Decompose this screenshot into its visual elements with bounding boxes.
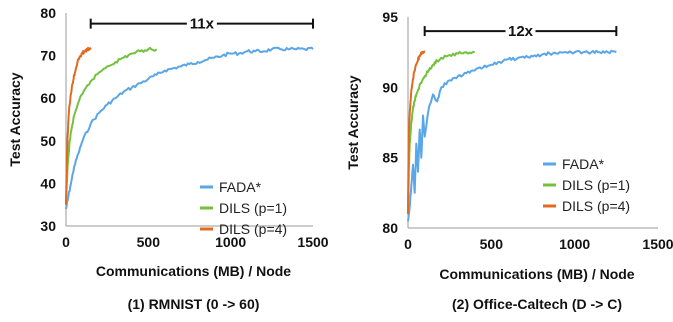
series-line-dils-p-4 [407,50,426,214]
y-tick-label: 30 [40,218,56,234]
annotation-label: 12x [508,23,534,40]
y-axis-label: Test Accuracy [7,72,23,166]
series-line-dils-p-4 [65,46,92,205]
legend-label: DILS (p=1) [562,177,630,193]
x-axis-label: Communications (MB) / Node [96,263,291,279]
x-tick-label: 1000 [559,236,590,252]
x-tick-label: 1500 [642,236,673,252]
legend-label: DILS (p=1) [219,200,287,216]
legend-label: FADA* [562,156,605,172]
x-tick-label: 1000 [215,234,246,250]
series-line-fada [65,46,314,210]
y-tick-label: 80 [382,220,398,236]
legend-label: DILS (p=4) [219,221,287,237]
series-line-fada [407,49,617,222]
chart-caption: (1) RMNIST (0 -> 60) [128,296,260,312]
x-axis-label: Communications (MB) / Node [439,266,634,282]
chart-caption: (2) Office-Caltech (D -> C) [452,296,622,312]
y-tick-label: 40 [40,175,56,191]
y-tick-label: 50 [40,133,56,149]
x-tick-label: 1500 [297,234,328,250]
chart-panel-2: 80 85 90 95 0 500 1000 1500 Test Accuracy Communi… [345,9,673,312]
chart-panel-1: 30 40 50 60 70 80 0 500 1000 1500 Test Accuracy Com… [7,5,329,312]
y-tick-label: 85 [382,150,398,166]
x-tick-label: 0 [62,234,70,250]
x-tick-label: 500 [137,234,161,250]
y-tick-label: 70 [40,48,56,64]
x-tick-label: 0 [404,236,412,252]
y-tick-label: 60 [40,90,56,106]
y-axis-label: Test Accuracy [345,75,361,169]
y-tick-label: 90 [382,79,398,95]
y-tick-label: 80 [40,5,56,21]
x-tick-label: 500 [480,236,504,252]
series-line-dils-p-1 [65,46,158,205]
series-line-dils-p-1 [407,50,475,214]
legend-label: FADA* [219,179,262,195]
legend-label: DILS (p=4) [562,198,630,214]
y-tick-label: 95 [382,9,398,25]
annotation-label: 11x [190,16,215,33]
